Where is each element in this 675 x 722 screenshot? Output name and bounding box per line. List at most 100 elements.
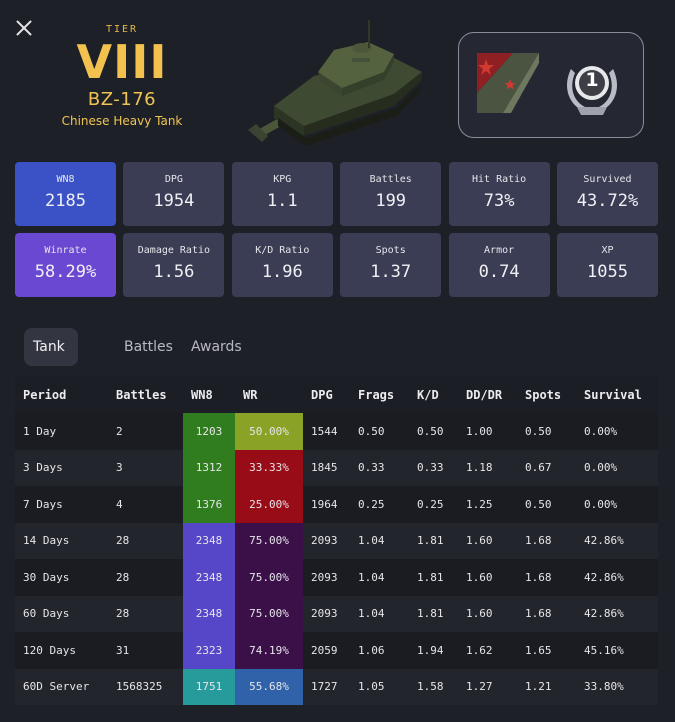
cell-survival: 0.00% <box>576 413 658 450</box>
stat-card-dpg: DPG 1954 <box>123 162 225 226</box>
stat-card-spots: Spots 1.37 <box>340 233 442 297</box>
stat-card-label: Survived <box>583 174 632 185</box>
stat-card-wn8: WN8 2185 <box>15 162 116 226</box>
stat-card-label: WN8 <box>56 174 75 185</box>
cell-period: 60 Days <box>15 595 108 632</box>
cell-frags: 1.04 <box>350 522 409 559</box>
stat-card-label: Armor <box>484 245 515 256</box>
badge-panel: 1 <box>458 32 644 138</box>
cell-survival: 42.86% <box>576 559 658 596</box>
cell-dpg: 2093 <box>303 595 350 632</box>
cell-battles: 1568325 <box>108 668 183 705</box>
mastery-badge-icon <box>567 66 617 115</box>
cell-kd: 1.81 <box>409 559 458 596</box>
cell-dpg: 1845 <box>303 449 350 486</box>
stat-card-value: 1.96 <box>261 262 303 282</box>
table-row: 60D Server 1568325 1751 55.68% 1727 1.05 1.58 1… <box>15 668 658 705</box>
cell-period: 14 Days <box>15 522 108 559</box>
cell-frags: 1.05 <box>350 668 409 705</box>
stat-card-label: Winrate <box>44 245 87 256</box>
column-header-battles: Battles <box>108 376 183 413</box>
table-row: 3 Days 3 1312 33.33% 1845 0.33 0.33 1.18 0.67 0.0… <box>15 449 658 486</box>
cell-dddr: 1.60 <box>458 559 517 596</box>
cell-wn8: 1751 <box>183 668 235 705</box>
cell-kd: 0.33 <box>409 449 458 486</box>
cell-spots: 1.21 <box>517 668 576 705</box>
column-header-period: Period <box>15 376 108 413</box>
stat-card-value: 2185 <box>45 191 86 211</box>
stat-card-value: 1.1 <box>266 191 298 211</box>
cell-survival: 33.80% <box>576 668 658 705</box>
cell-wr: 74.19% <box>235 632 303 669</box>
stat-card-value: 43.72% <box>576 191 639 211</box>
tank-stats-table: Period Battles WN8 WR DPG Frags K/D DD/DR Spots S… <box>15 376 658 705</box>
cell-survival: 0.00% <box>576 449 658 486</box>
table-row: 1 Day 2 1203 50.00% 1544 0.50 0.50 1.00 0.50 0.00… <box>15 413 658 450</box>
column-header-dpg: DPG <box>303 376 350 413</box>
stat-card-value: 1.37 <box>370 262 412 282</box>
cell-kd: 1.58 <box>409 668 458 705</box>
stat-card-value: 1954 <box>153 191 195 211</box>
cell-battles: 2 <box>108 413 183 450</box>
china-flag-icon <box>477 53 539 113</box>
cell-battles: 31 <box>108 632 183 669</box>
column-header-spots: Spots <box>517 376 576 413</box>
stat-card-k-d-ratio: K/D Ratio 1.96 <box>231 233 333 297</box>
stat-card-value: 0.74 <box>478 262 520 282</box>
tab-tank-stats[interactable]: Tank Stats <box>24 328 78 393</box>
cell-wn8: 2348 <box>183 522 235 559</box>
cell-frags: 0.50 <box>350 413 409 450</box>
cell-wr: 50.00% <box>235 413 303 450</box>
column-header-wr: WR <box>235 376 303 413</box>
stat-card-kpg: KPG 1.1 <box>231 162 333 226</box>
cell-dddr: 1.62 <box>458 632 517 669</box>
cell-dpg: 1964 <box>303 486 350 523</box>
mastery-level: 1 <box>585 69 599 91</box>
close-icon[interactable] <box>14 18 34 38</box>
tier-label: TIER <box>105 24 139 35</box>
stat-card-value: 1.56 <box>153 262 195 282</box>
cell-battles: 4 <box>108 486 183 523</box>
table-row: 14 Days 28 2348 75.00% 2093 1.04 1.81 1.60 1.68 4… <box>15 522 658 559</box>
cell-wr: 55.68% <box>235 668 303 705</box>
cell-dddr: 1.00 <box>458 413 517 450</box>
stat-card-value: 1055 <box>587 262 628 282</box>
table-row: 7 Days 4 1376 25.00% 1964 0.25 0.25 1.25 0.50 0.0… <box>15 486 658 523</box>
stat-card-damage-ratio: Damage Ratio 1.56 <box>123 233 225 297</box>
cell-wr: 25.00% <box>235 486 303 523</box>
tier-number: VIII <box>76 35 168 89</box>
cell-wn8: 2323 <box>183 632 235 669</box>
stat-card-battles: Battles 199 <box>340 162 442 226</box>
cell-frags: 0.33 <box>350 449 409 486</box>
cell-spots: 0.50 <box>517 413 576 450</box>
cell-survival: 45.16% <box>576 632 658 669</box>
cell-wr: 75.00% <box>235 522 303 559</box>
cell-spots: 0.50 <box>517 486 576 523</box>
tank-image <box>248 20 422 146</box>
cell-wn8: 1203 <box>183 413 235 450</box>
stat-card-label: Damage Ratio <box>137 245 211 256</box>
tab-awards[interactable]: Awards <box>191 339 242 355</box>
cell-dpg: 2093 <box>303 559 350 596</box>
stat-card-winrate: Winrate 58.29% <box>15 233 116 297</box>
cell-survival: 0.00% <box>576 486 658 523</box>
cell-frags: 1.06 <box>350 632 409 669</box>
cell-wn8: 2348 <box>183 559 235 596</box>
cell-period: 60D Server <box>15 668 108 705</box>
cell-dddr: 1.60 <box>458 595 517 632</box>
stat-card-survived: Survived 43.72% <box>557 162 658 226</box>
cell-spots: 1.68 <box>517 595 576 632</box>
table-row: 120 Days 31 2323 74.19% 2059 1.06 1.94 1.62 1.65… <box>15 632 658 669</box>
stat-card-armor: Armor 0.74 <box>448 233 550 297</box>
cell-dpg: 1544 <box>303 413 350 450</box>
cell-wr: 33.33% <box>235 449 303 486</box>
cell-battles: 3 <box>108 449 183 486</box>
table-row: 30 Days 28 2348 75.00% 2093 1.04 1.81 1.60 1.68 4… <box>15 559 658 596</box>
cell-dpg: 2059 <box>303 632 350 669</box>
cell-period: 7 Days <box>15 486 108 523</box>
tab-battles[interactable]: Battles <box>124 339 173 355</box>
stat-card-value: 73% <box>483 191 515 211</box>
tank-subtitle: Chinese Heavy Tank <box>61 114 183 128</box>
stat-card-label: Hit Ratio <box>472 174 527 185</box>
cell-kd: 1.81 <box>409 595 458 632</box>
